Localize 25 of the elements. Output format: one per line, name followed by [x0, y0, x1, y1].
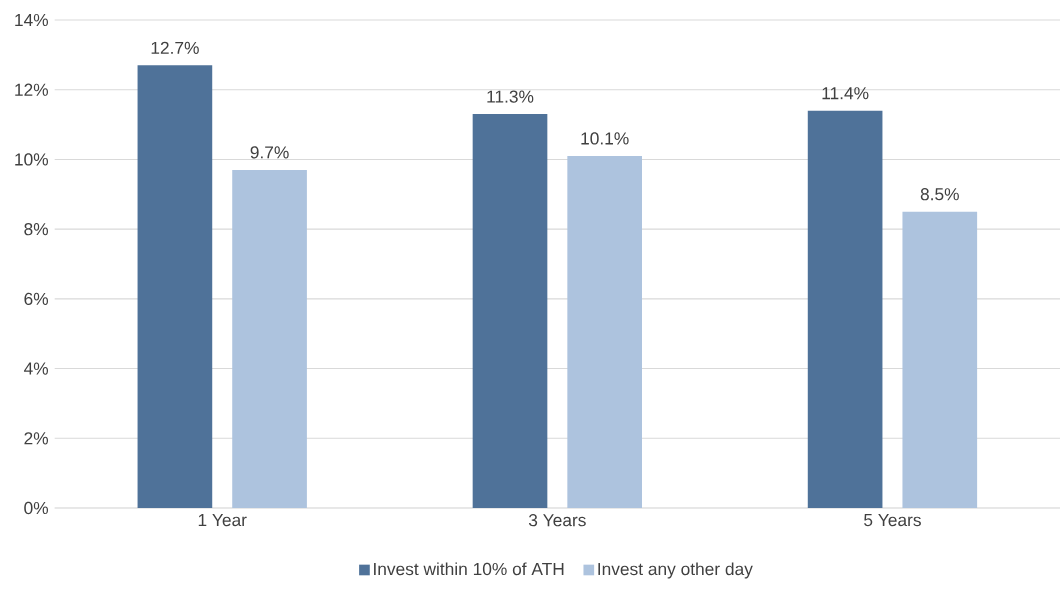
legend-label: Invest any other day [598, 562, 753, 579]
data-label: 12.7% [151, 41, 199, 54]
bar [472, 114, 548, 508]
y-tick-label: 14% [15, 13, 49, 27]
x-tick-label: 5 Years [864, 514, 921, 527]
bar [137, 65, 213, 508]
y-tick-label: 4% [23, 362, 49, 375]
x-tick-label: 3 Years [528, 514, 586, 527]
y-tick-label: 2% [24, 432, 49, 445]
bar [232, 169, 307, 508]
y-tick-label: 0% [24, 501, 49, 515]
legend-label: Invest within 10% of ATH [374, 562, 564, 576]
data-label: 11.4% [822, 87, 869, 100]
y-tick-label: 6% [24, 292, 49, 305]
data-label: 10.1% [581, 132, 629, 145]
x-tick-label: 1 Year [198, 514, 247, 527]
y-tick-label: 10% [15, 153, 49, 166]
y-tick-label: 12% [15, 83, 49, 96]
data-label: 11.3% [487, 90, 534, 103]
data-label: 9.7% [250, 146, 289, 159]
bar [902, 211, 978, 508]
data-label: 8.5% [920, 188, 959, 201]
bar [807, 110, 883, 508]
bar [567, 155, 642, 508]
y-tick-label: 8% [24, 223, 49, 236]
